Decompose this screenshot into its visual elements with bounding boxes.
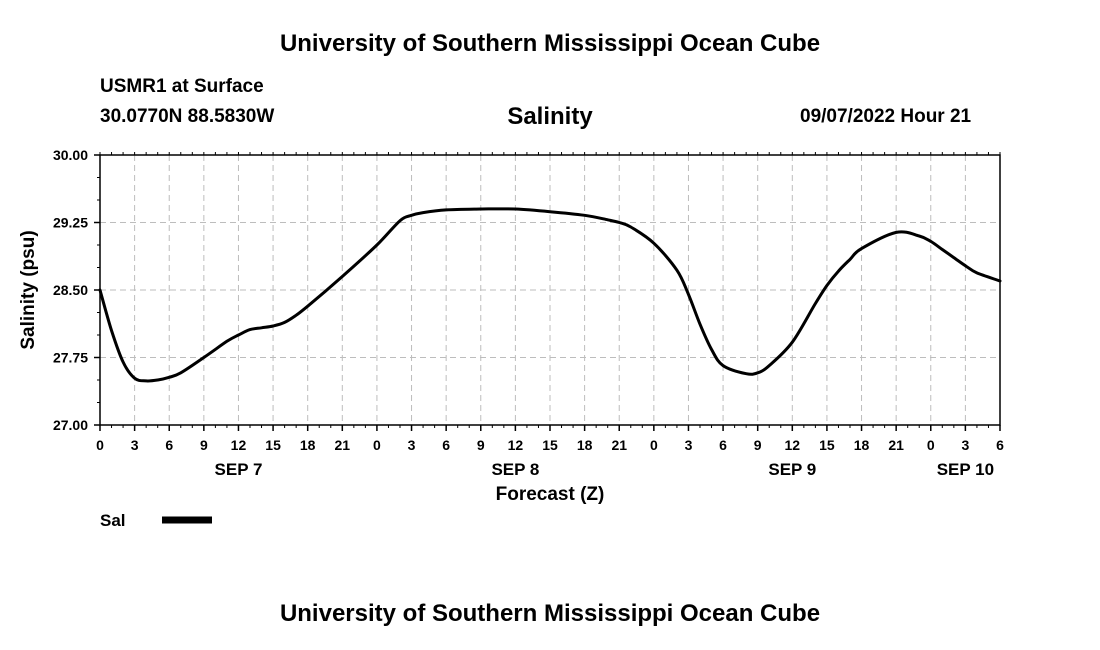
x-tick-label: 15: [265, 437, 281, 453]
x-tick-label: 3: [685, 437, 693, 453]
chart-title: Salinity: [507, 103, 593, 130]
x-tick-label: 12: [785, 437, 801, 453]
x-tick-label: 21: [335, 437, 351, 453]
day-label: SEP 8: [491, 460, 539, 479]
page-title-top: University of Southern Mississippi Ocean…: [279, 30, 821, 57]
y-tick-label: 29.25: [53, 215, 88, 231]
x-tick-label: 0: [650, 437, 658, 453]
day-label: SEP 10: [937, 460, 994, 479]
x-tick-label: 21: [888, 437, 904, 453]
x-tick-label: 6: [719, 437, 727, 453]
x-tick-label: 3: [131, 437, 139, 453]
x-tick-label: 3: [408, 437, 416, 453]
x-tick-label: 15: [542, 437, 558, 453]
x-tick-label: 6: [165, 437, 173, 453]
x-tick-label: 6: [996, 437, 1004, 453]
x-tick-label: 18: [854, 437, 870, 453]
x-tick-label: 0: [927, 437, 935, 453]
x-tick-label: 0: [373, 437, 381, 453]
x-tick-label: 15: [819, 437, 835, 453]
x-axis-tick-labels: 0 3 6 9 12 15 18 21 0 3 6 9 12 15 18 21 0 3 6 9 12 15 18 21 0 3 6: [96, 437, 1004, 453]
y-axis-tick-labels: 27.00 27.75 28.50 29.25 30.00: [53, 147, 88, 433]
station-coordinates: 30.0770N 88.5830W: [100, 106, 275, 127]
x-tick-label: 12: [231, 437, 247, 453]
x-tick-label: 9: [754, 437, 762, 453]
x-tick-label: 9: [200, 437, 208, 453]
station-label: USMR1 at Surface: [100, 76, 264, 97]
x-tick-label: 3: [961, 437, 969, 453]
day-label: SEP 7: [215, 460, 263, 479]
y-tick-label: 28.50: [53, 282, 88, 298]
x-tick-label: 6: [442, 437, 450, 453]
y-tick-label: 30.00: [53, 147, 88, 163]
x-tick-label: 0: [96, 437, 104, 453]
salinity-series-line: [98, 207, 1002, 383]
page-title-bottom: University of Southern Mississippi Ocean…: [279, 600, 821, 627]
forecast-datetime: 09/07/2022 Hour 21: [800, 106, 972, 127]
axis-ticks: [94, 152, 1001, 431]
y-tick-label: 27.75: [53, 350, 88, 366]
day-label: SEP 9: [768, 460, 816, 479]
chart-grid: [100, 155, 1000, 425]
y-tick-label: 27.00: [53, 417, 88, 433]
x-tick-label: 18: [577, 437, 593, 453]
x-tick-label: 12: [508, 437, 524, 453]
x-tick-label: 9: [477, 437, 485, 453]
legend: Sal: [100, 511, 212, 530]
x-tick-label: 18: [300, 437, 316, 453]
x-axis-title: Forecast (Z): [496, 484, 605, 505]
x-tick-label: 21: [611, 437, 627, 453]
x-axis-day-labels: SEP 7 SEP 8 SEP 9 SEP 10: [215, 460, 995, 479]
legend-label-sal: Sal: [100, 511, 126, 530]
y-axis-title: Salinity (psu): [18, 230, 39, 349]
